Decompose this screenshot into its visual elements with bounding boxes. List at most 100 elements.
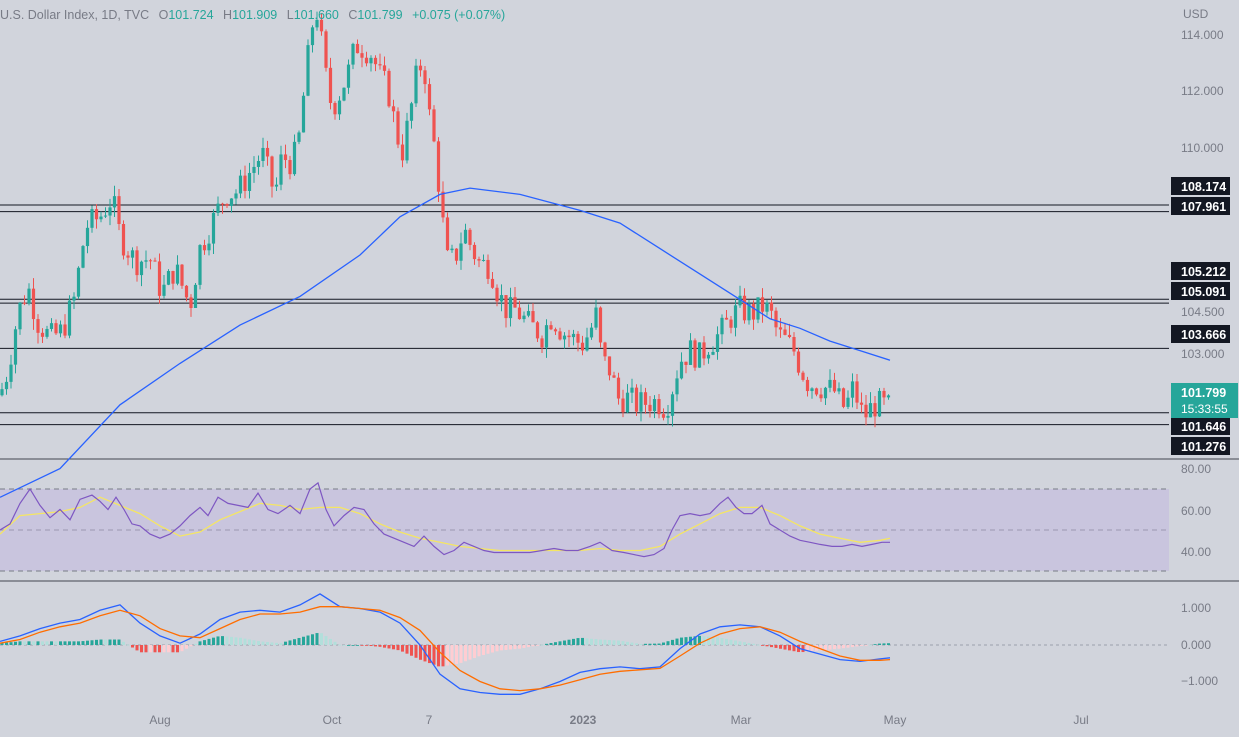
macd-bar bbox=[270, 642, 274, 645]
candle-body bbox=[261, 147, 265, 161]
candle-body bbox=[751, 303, 756, 320]
macd-bar bbox=[860, 645, 863, 646]
macd-bar bbox=[455, 645, 458, 664]
candle bbox=[292, 134, 297, 176]
candle-body bbox=[301, 95, 306, 133]
candle-body bbox=[868, 403, 873, 418]
candle-body bbox=[360, 53, 364, 58]
macd-tick-label: 0.000 bbox=[1181, 638, 1211, 652]
candle-body bbox=[310, 27, 315, 46]
candle bbox=[567, 329, 571, 348]
candle-body bbox=[319, 19, 324, 32]
candle-body bbox=[418, 65, 423, 71]
candle bbox=[846, 390, 850, 410]
candle bbox=[805, 376, 810, 397]
candle bbox=[675, 370, 679, 402]
candle-body bbox=[886, 395, 891, 398]
candle-body bbox=[535, 322, 540, 339]
candle bbox=[765, 300, 769, 316]
candle-body bbox=[36, 319, 40, 333]
rsi-tick-label: 80.00 bbox=[1181, 462, 1211, 476]
macd-bar bbox=[518, 645, 521, 649]
macd-bar bbox=[113, 639, 116, 645]
candle bbox=[72, 292, 76, 310]
macd-bar bbox=[725, 638, 728, 645]
candle bbox=[648, 396, 652, 418]
macd-bar bbox=[783, 645, 787, 650]
candle bbox=[58, 320, 63, 338]
macd-bar bbox=[833, 645, 836, 650]
candle bbox=[400, 134, 405, 168]
candle-body bbox=[882, 390, 886, 398]
candle-body bbox=[391, 106, 396, 112]
macd-bar bbox=[509, 645, 512, 650]
candle-body bbox=[283, 154, 288, 161]
candle bbox=[864, 395, 868, 426]
macd-bar bbox=[63, 641, 67, 645]
candle-body bbox=[450, 248, 454, 251]
level-label: 108.174 bbox=[1181, 180, 1226, 194]
candle-body bbox=[189, 297, 193, 308]
macd-bar bbox=[671, 639, 674, 645]
level-label-box bbox=[1171, 177, 1230, 195]
candle-body bbox=[459, 243, 463, 261]
candle-body bbox=[162, 284, 166, 296]
candle-body bbox=[513, 297, 517, 308]
candle bbox=[760, 288, 765, 323]
price-axis[interactable]: 114.000112.000110.000108.000106.000104.5… bbox=[1171, 28, 1238, 688]
time-axis[interactable]: Aug Oct 7 2023 Mar May Jul bbox=[149, 713, 1088, 727]
macd-bar bbox=[855, 645, 859, 647]
macd-bar bbox=[140, 645, 143, 653]
candle-body bbox=[445, 217, 450, 251]
macd-bar bbox=[540, 644, 544, 646]
candle-body bbox=[873, 403, 877, 417]
time-tick-label: Oct bbox=[323, 713, 342, 727]
candle-body bbox=[760, 297, 765, 312]
candle-body bbox=[13, 329, 18, 365]
level-label: 101.646 bbox=[1181, 420, 1226, 434]
candle-body bbox=[738, 295, 742, 306]
macd-bar bbox=[387, 645, 391, 649]
candle bbox=[445, 212, 450, 252]
candle-body bbox=[724, 317, 729, 320]
candle-body bbox=[355, 43, 360, 54]
candle-body bbox=[747, 303, 751, 321]
candle bbox=[882, 387, 886, 405]
candle bbox=[472, 242, 477, 265]
candle-body bbox=[832, 379, 837, 392]
macd-bar bbox=[149, 645, 152, 653]
time-tick-label: Aug bbox=[149, 713, 170, 727]
candle-body bbox=[765, 302, 769, 312]
candle-body bbox=[409, 103, 414, 121]
candle bbox=[706, 351, 711, 364]
candle bbox=[135, 246, 139, 282]
candle-body bbox=[585, 337, 589, 351]
candle bbox=[270, 155, 274, 198]
level-label-box bbox=[1171, 262, 1230, 280]
level-label-box bbox=[1171, 417, 1230, 435]
macd-bar bbox=[662, 642, 665, 645]
rsi-tick-label: 60.00 bbox=[1181, 504, 1211, 518]
macd-bar bbox=[801, 645, 805, 653]
candle bbox=[18, 301, 22, 335]
candle-body bbox=[364, 57, 369, 64]
candle bbox=[405, 112, 409, 164]
macd-bar bbox=[23, 641, 26, 645]
macd-bar bbox=[14, 641, 17, 645]
candle bbox=[508, 287, 513, 327]
chart-header: U.S. Dollar Index, 1D, TVC O101.724 H101… bbox=[0, 8, 505, 22]
macd-bar bbox=[0, 642, 4, 645]
candle-body bbox=[508, 297, 513, 319]
macd-bar bbox=[446, 645, 449, 666]
candle-body bbox=[504, 295, 508, 319]
macd-bar bbox=[5, 642, 8, 645]
candle bbox=[427, 78, 432, 116]
level-label-box bbox=[1171, 197, 1230, 215]
candle-body bbox=[351, 43, 355, 65]
candle-body bbox=[630, 387, 634, 393]
candle bbox=[454, 248, 459, 265]
candle-body bbox=[643, 392, 648, 405]
macd-bar bbox=[347, 645, 350, 646]
